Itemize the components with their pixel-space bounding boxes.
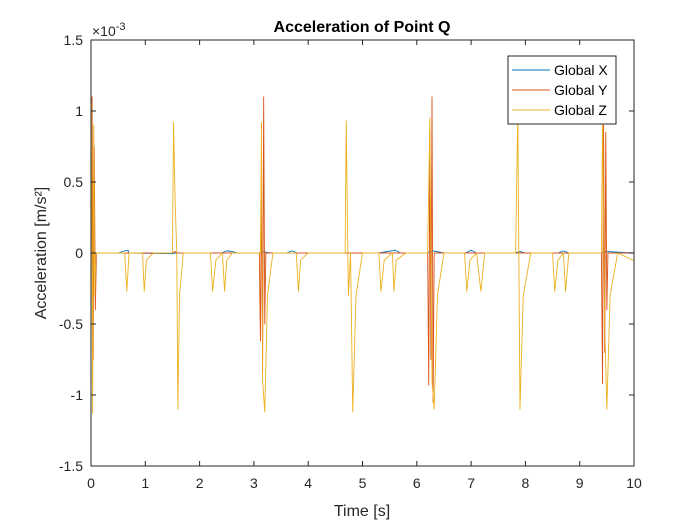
legend: Global X Global Y Global Z bbox=[507, 55, 617, 125]
x-tick-label: 8 bbox=[522, 475, 530, 491]
x-tick-label: 2 bbox=[196, 475, 204, 491]
x-axis-ticks: 0 1 2 3 4 5 6 7 8 9 10 bbox=[87, 40, 642, 491]
y-multiplier-exponent: -3 bbox=[116, 21, 126, 33]
y-axis-label: Acceleration [m/s²] bbox=[33, 187, 50, 319]
x-tick-label: 10 bbox=[626, 475, 642, 491]
y-tick-label: 0.5 bbox=[64, 174, 84, 190]
series-line-global-z bbox=[90, 103, 634, 414]
legend-entry: Global Z bbox=[554, 102, 607, 118]
y-axis-multiplier: ×10-3 bbox=[92, 21, 126, 39]
x-tick-label: 9 bbox=[576, 475, 584, 491]
y-tick-label: 0 bbox=[75, 245, 83, 261]
chart-title: Acceleration of Point Q bbox=[274, 19, 451, 36]
y-tick-label: -1.5 bbox=[59, 458, 83, 474]
y-axis-ticks: -1.5 -1 -0.5 0 0.5 1 1.5 bbox=[59, 32, 634, 474]
x-tick-label: 6 bbox=[413, 475, 421, 491]
x-tick-label: 4 bbox=[304, 475, 312, 491]
legend-entry: Global X bbox=[554, 62, 608, 78]
x-axis-label: Time [s] bbox=[334, 503, 390, 520]
x-tick-label: 5 bbox=[359, 475, 367, 491]
y-tick-label: -0.5 bbox=[59, 316, 83, 332]
x-tick-label: 3 bbox=[250, 475, 258, 491]
y-tick-label: 1 bbox=[75, 103, 83, 119]
legend-entry: Global Y bbox=[554, 82, 608, 98]
x-tick-label: 7 bbox=[467, 475, 475, 491]
x-tick-label: 0 bbox=[87, 475, 95, 491]
y-tick-label: 1.5 bbox=[64, 32, 84, 48]
y-tick-label: -1 bbox=[71, 387, 84, 403]
x-tick-label: 1 bbox=[141, 475, 149, 491]
y-multiplier-base: ×10 bbox=[92, 23, 116, 39]
